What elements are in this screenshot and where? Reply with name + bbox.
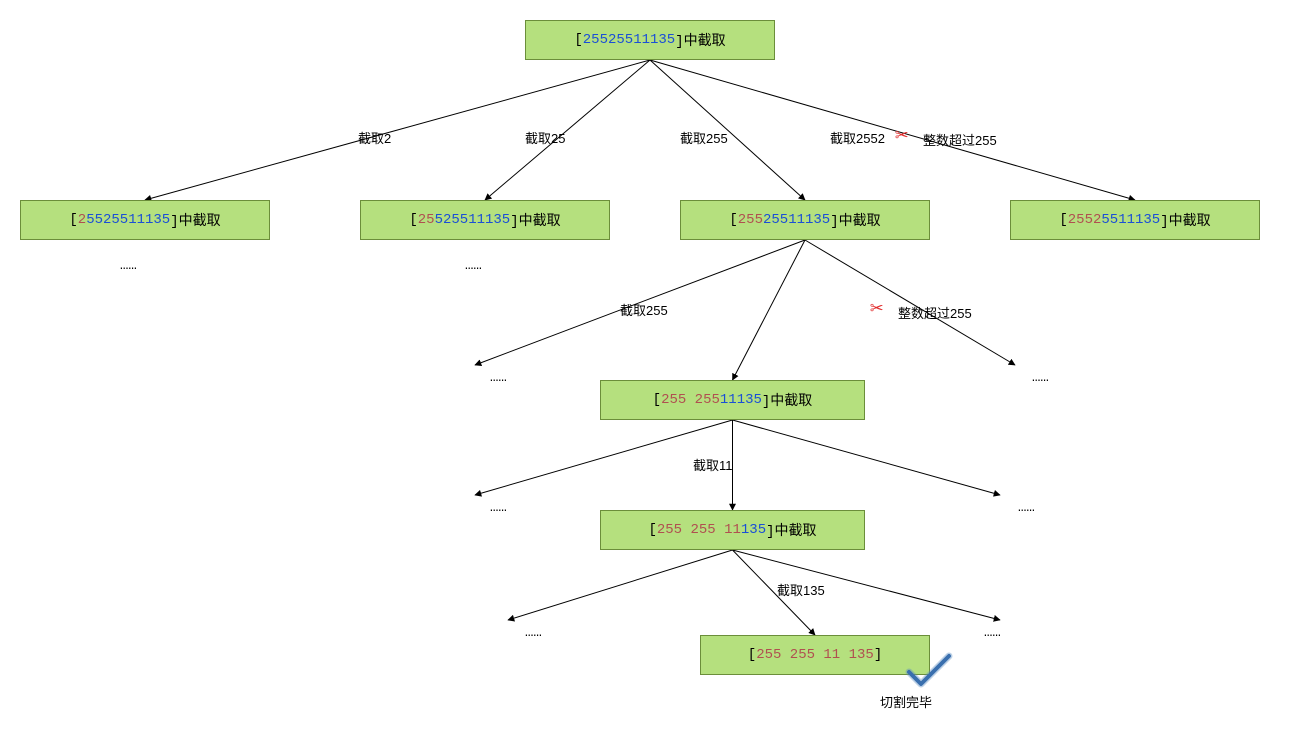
edge-label: 截取135 [777, 580, 825, 599]
node-n2552: [2552 5511135]中截取 [1010, 200, 1260, 240]
edge-label: 截取11 [693, 455, 733, 474]
cut-label: 整数超过255 [923, 130, 997, 149]
scissors-icon: ✂ [870, 296, 883, 322]
ellipsis: …… [525, 625, 542, 641]
ellipsis: …… [1032, 370, 1049, 386]
check-label: 切割完毕 [880, 692, 932, 711]
cut-label: 整数超过255 [898, 303, 972, 322]
ellipsis: …… [120, 258, 137, 274]
node-n255: [255 25511135]中截取 [680, 200, 930, 240]
ellipsis: …… [1018, 500, 1035, 516]
node-n2: [2 5525511135]中截取 [20, 200, 270, 240]
node-root: [25525511135]中截取 [525, 20, 775, 60]
check-icon [905, 652, 953, 695]
ellipsis: …… [490, 370, 507, 386]
edge-label: 截取255 [620, 300, 668, 319]
scissors-icon: ✂ [895, 123, 908, 149]
edge-label: 截取2 [358, 128, 391, 147]
ellipsis: …… [984, 625, 1001, 641]
node-n255_255: [255 255 11135]中截取 [600, 380, 865, 420]
ellipsis: …… [490, 500, 507, 516]
diagram-container: [25525511135]中截取 [2 5525511135]中截取 [25 525… [0, 0, 1303, 737]
edge-label: 截取25 [525, 128, 565, 147]
arrows-layer [0, 0, 1303, 737]
edge-label: 截取2552 [830, 128, 885, 147]
node-n255_255_11: [255 255 11 135]中截取 [600, 510, 865, 550]
ellipsis: …… [465, 258, 482, 274]
node-n25: [25 525511135]中截取 [360, 200, 610, 240]
edge-label: 截取255 [680, 128, 728, 147]
node-n255_255_11_135: [255 255 11 135] [700, 635, 930, 675]
